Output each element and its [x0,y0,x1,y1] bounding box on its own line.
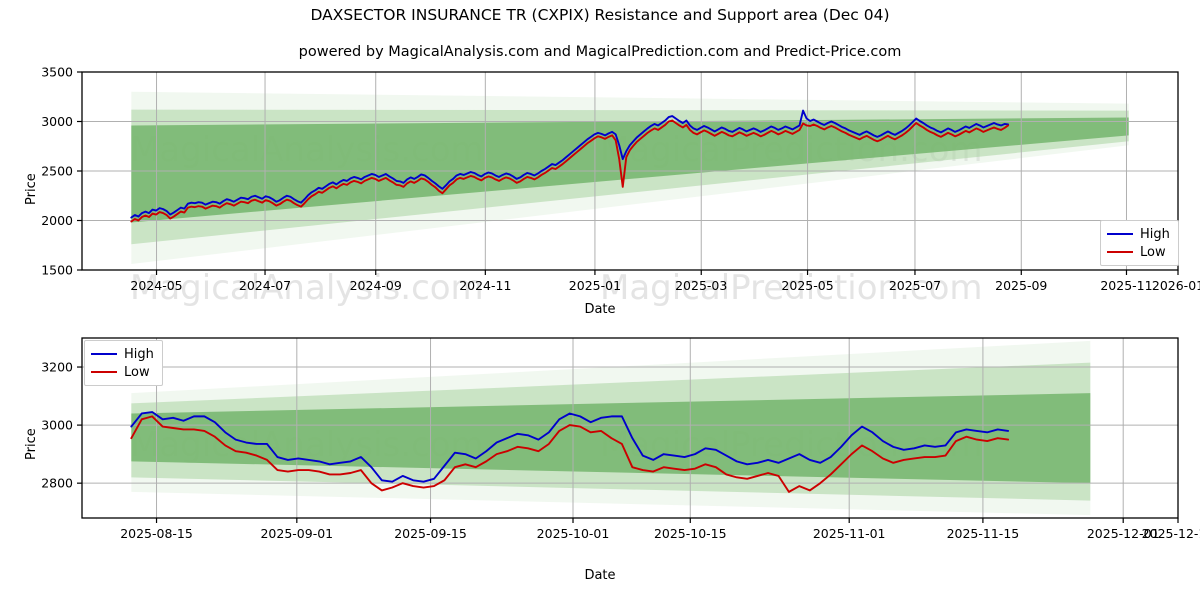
x-tick-label: 2025-05 [781,278,833,293]
x-tick-label: 2025-11 [1100,278,1152,293]
x-tick-label: 2025-09-01 [260,526,333,541]
legend-swatch-high [1107,233,1133,235]
lower-chart-panel: 2800 3000 3200 2025-08-15 2025-09-01 2025-09-… [0,330,1200,545]
upper-chart-panel: 1500 2000 2500 3000 3500 2024-05 2024-07 2024-0… [0,62,1200,322]
y-tick-label: 2500 [41,164,73,179]
legend-label-low: Low [124,364,150,380]
y-tick-label: 2000 [41,213,73,228]
x-tick-label: 2025-03 [675,278,727,293]
legend-swatch-low [1107,251,1133,253]
page-title: DAXSECTOR INSURANCE TR (CXPIX) Resistanc… [310,6,890,24]
x-tick-label: 2025-11-15 [947,526,1020,541]
x-tick-label: 2025-10-15 [654,526,727,541]
x-tick-label: 2025-01 [569,278,621,293]
x-tick-label: 2025-12-15 [1142,526,1200,541]
x-tick-label: 2026-01 [1152,278,1200,293]
page-subtitle: powered by MagicalAnalysis.com and Magic… [298,44,902,60]
upper-chart-legend[interactable]: High Low [1100,220,1179,266]
y-tick-label: 1500 [41,263,73,278]
series-line-high [130,109,1010,219]
y-tick-label: 2800 [41,476,73,491]
upper-x-axis-label: Date [584,302,616,317]
x-tick-label: 2025-07 [889,278,941,293]
legend-item-low[interactable]: Low [1107,243,1170,261]
y-tick-label: 3000 [41,114,73,129]
x-tick-label: 2025-11-01 [813,526,886,541]
x-tick-label: 2024-07 [239,278,291,293]
upper-y-axis-label: Price [24,173,39,205]
y-tick-label: 3000 [41,418,73,433]
legend-label-high: High [1140,226,1170,242]
x-tick-label: 2025-09-15 [394,526,467,541]
x-tick-label: 2024-05 [130,278,182,293]
legend-item-high[interactable]: High [1107,225,1170,243]
x-tick-label: 2025-09 [995,278,1047,293]
lower-y-axis-label: Price [24,428,39,460]
lower-x-axis-label: Date [584,568,616,583]
legend-swatch-high [91,353,117,355]
x-tick-label: 2025-10-01 [537,526,610,541]
series-line-high [130,411,1010,483]
x-tick-label: 2024-09 [350,278,402,293]
support-resistance-bands [131,91,1129,265]
x-tick-label: 2025-12-01 [1087,526,1160,541]
plot-frame [81,337,1179,519]
x-tick-label: 2025-08-15 [120,526,193,541]
legend-swatch-low [91,371,117,373]
x-tick-label: 2024-11 [459,278,511,293]
upper-chart-plot: 1500 2000 2500 3000 3500 2024-05 2024-07 2024-0… [41,65,1200,294]
legend-label-low: Low [1140,244,1166,260]
lower-chart-legend[interactable]: High Low [84,340,163,386]
y-tick-label: 3500 [41,65,73,80]
band-inner [131,117,1129,223]
y-tick-label: 3200 [41,360,73,375]
legend-item-low[interactable]: Low [91,363,154,381]
series-line-low [130,415,1010,493]
series-line-low [130,119,1010,223]
legend-item-high[interactable]: High [91,345,154,363]
lower-chart-plot: 2800 3000 3200 2025-08-15 2025-09-01 2025-09-… [41,337,1200,541]
legend-label-high: High [124,346,154,362]
